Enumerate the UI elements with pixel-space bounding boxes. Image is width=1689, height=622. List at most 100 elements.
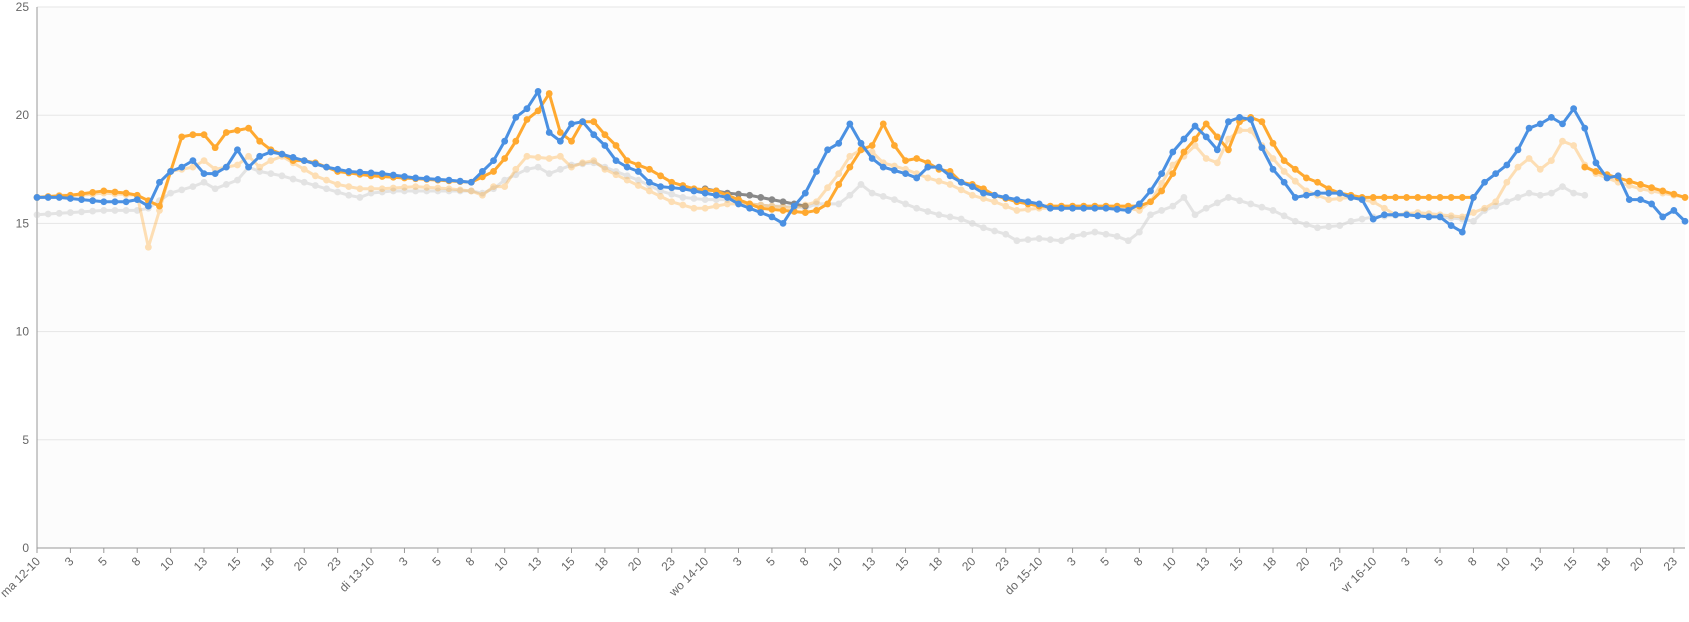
data-point[interactable]: [623, 163, 631, 171]
data-point[interactable]: [334, 181, 342, 188]
data-point[interactable]: [579, 118, 587, 126]
data-point[interactable]: [1225, 118, 1232, 126]
data-point[interactable]: [579, 160, 587, 168]
data-point[interactable]: [1670, 207, 1678, 214]
data-point[interactable]: [1291, 217, 1299, 225]
data-point[interactable]: [1358, 215, 1366, 223]
data-point[interactable]: [1169, 170, 1177, 178]
data-point[interactable]: [1158, 187, 1166, 195]
data-point[interactable]: [256, 163, 264, 171]
data-point[interactable]: [646, 178, 653, 186]
data-point[interactable]: [89, 188, 97, 196]
data-point[interactable]: [556, 129, 564, 136]
data-point[interactable]: [579, 159, 587, 167]
data-point[interactable]: [556, 152, 564, 160]
data-point[interactable]: [1113, 232, 1121, 240]
data-point[interactable]: [1135, 228, 1143, 236]
data-point[interactable]: [100, 207, 108, 214]
data-point[interactable]: [1481, 178, 1488, 186]
data-point[interactable]: [779, 207, 787, 214]
data-point[interactable]: [1637, 196, 1644, 204]
data-point[interactable]: [1180, 135, 1188, 143]
data-point[interactable]: [935, 211, 943, 219]
data-point[interactable]: [523, 105, 531, 113]
data-point[interactable]: [1147, 198, 1154, 206]
data-point[interactable]: [1559, 120, 1566, 128]
data-point[interactable]: [1280, 168, 1288, 175]
data-point[interactable]: [1091, 204, 1099, 212]
data-point[interactable]: [479, 189, 486, 197]
data-point[interactable]: [1559, 183, 1566, 191]
data-point[interactable]: [868, 189, 876, 197]
data-point[interactable]: [623, 176, 631, 184]
data-point[interactable]: [879, 163, 887, 171]
data-point[interactable]: [601, 165, 609, 173]
data-point[interactable]: [467, 187, 475, 195]
data-point[interactable]: [423, 183, 431, 191]
data-point[interactable]: [367, 189, 375, 197]
data-point[interactable]: [801, 189, 809, 197]
data-point[interactable]: [701, 196, 709, 204]
data-point[interactable]: [1303, 221, 1310, 228]
data-point[interactable]: [200, 131, 208, 139]
data-point[interactable]: [245, 163, 252, 171]
data-point[interactable]: [857, 181, 865, 188]
data-point[interactable]: [1314, 224, 1321, 232]
data-point[interactable]: [1447, 212, 1455, 220]
data-point[interactable]: [1169, 161, 1177, 169]
data-point[interactable]: [211, 170, 219, 178]
data-point[interactable]: [924, 208, 932, 215]
data-point[interactable]: [601, 131, 609, 139]
data-point[interactable]: [813, 198, 820, 206]
data-point[interactable]: [167, 189, 175, 197]
data-point[interactable]: [913, 155, 921, 162]
data-point[interactable]: [913, 174, 921, 182]
data-point[interactable]: [857, 139, 865, 147]
data-point[interactable]: [746, 191, 754, 199]
data-point[interactable]: [401, 173, 408, 180]
data-point[interactable]: [1314, 178, 1321, 186]
data-point[interactable]: [423, 175, 431, 183]
data-point[interactable]: [1046, 204, 1054, 212]
data-point[interactable]: [556, 165, 564, 173]
data-point[interactable]: [389, 171, 397, 179]
data-point[interactable]: [968, 220, 976, 227]
data-point[interactable]: [167, 168, 175, 175]
data-point[interactable]: [1303, 174, 1310, 182]
data-point[interactable]: [668, 184, 676, 192]
data-point[interactable]: [1436, 194, 1444, 201]
data-point[interactable]: [1202, 133, 1210, 141]
data-point[interactable]: [1069, 232, 1076, 240]
data-point[interactable]: [757, 209, 765, 216]
data-point[interactable]: [957, 178, 965, 186]
data-point[interactable]: [924, 174, 932, 182]
data-point[interactable]: [1191, 142, 1199, 149]
data-point[interactable]: [222, 181, 230, 188]
data-point[interactable]: [1425, 213, 1433, 221]
data-point[interactable]: [1180, 148, 1188, 156]
data-point[interactable]: [1291, 194, 1299, 201]
data-point[interactable]: [356, 185, 364, 193]
data-point[interactable]: [1670, 190, 1678, 198]
data-point[interactable]: [1581, 191, 1589, 199]
data-point[interactable]: [278, 150, 286, 158]
data-point[interactable]: [479, 191, 486, 199]
data-point[interactable]: [1147, 187, 1154, 195]
data-point[interactable]: [156, 202, 163, 210]
data-point[interactable]: [1091, 228, 1099, 236]
data-point[interactable]: [1080, 230, 1088, 238]
data-point[interactable]: [144, 202, 152, 210]
data-point[interactable]: [1614, 172, 1622, 180]
data-point[interactable]: [1035, 200, 1043, 208]
data-point[interactable]: [1403, 211, 1411, 219]
data-point[interactable]: [1592, 159, 1600, 167]
data-point[interactable]: [679, 201, 687, 209]
data-point[interactable]: [1035, 235, 1043, 242]
data-point[interactable]: [1358, 196, 1366, 204]
data-point[interactable]: [768, 205, 776, 213]
data-point[interactable]: [1681, 217, 1689, 225]
data-point[interactable]: [1191, 211, 1199, 219]
data-point[interactable]: [44, 194, 52, 201]
data-point[interactable]: [1581, 163, 1589, 171]
data-point[interactable]: [846, 152, 854, 160]
